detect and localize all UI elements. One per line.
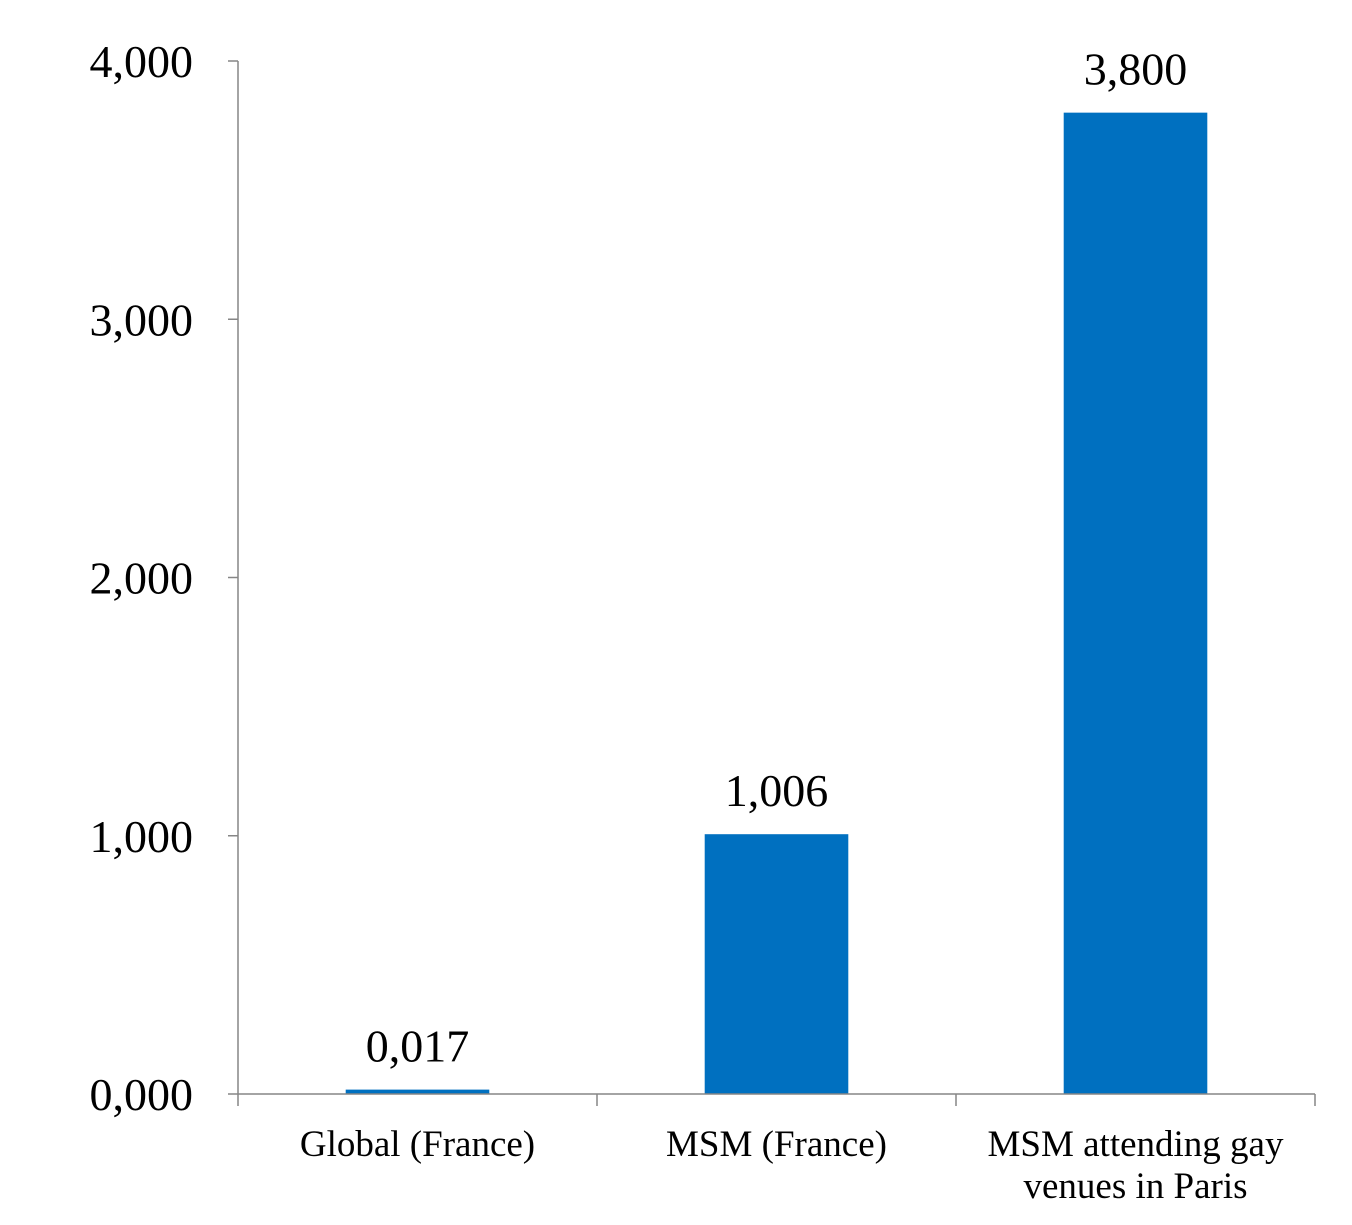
data-label: 0,017 [366,1021,470,1072]
y-tick-label: 4,000 [90,36,194,87]
y-tick-label: 0,000 [90,1069,194,1120]
y-tick-label: 2,000 [90,553,194,604]
bar [704,834,849,1094]
data-label: 1,006 [725,765,829,816]
y-tick-label: 3,000 [90,294,194,345]
bars [345,112,1208,1094]
y-axis-ticks: 0,000 1,000 2,000 3,000 4,000 [90,36,238,1120]
x-category-label: MSM attending gay venues in Paris [988,1124,1284,1207]
x-category-label: Global (France) [300,1124,535,1165]
y-tick-label: 1,000 [90,811,194,862]
data-labels: 0,017 1,006 3,800 [366,44,1188,1072]
data-label: 3,800 [1084,44,1188,95]
x-axis-ticks: Global (France) MSM (France) MSM attending… [237,1094,1316,1207]
bar [345,1089,490,1094]
x-category-label: MSM (France) [666,1124,887,1165]
bar [1063,112,1208,1094]
